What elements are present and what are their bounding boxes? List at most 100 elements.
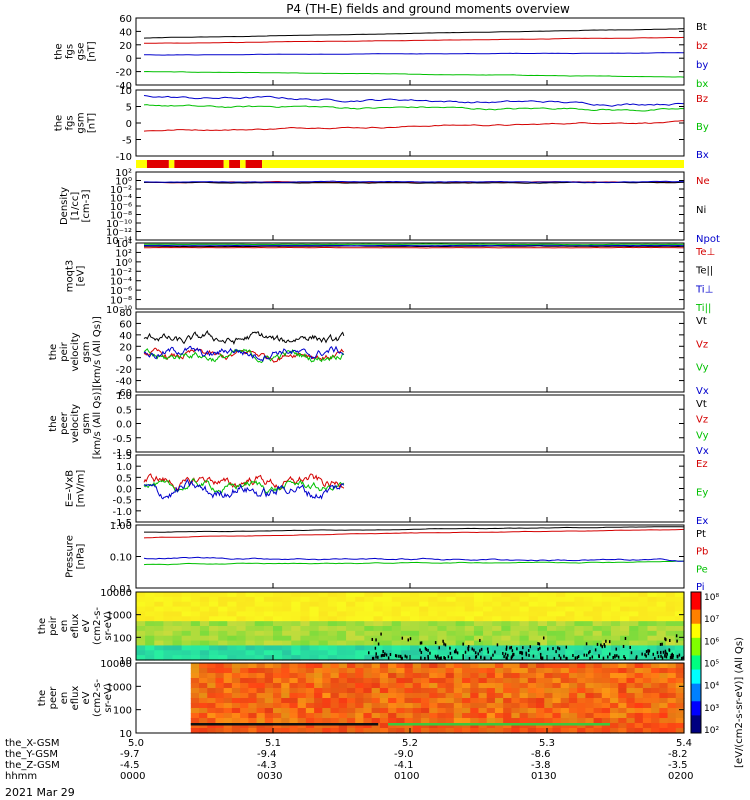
heat-cell xyxy=(404,708,414,714)
colorbar-tick-label: 10⁶ xyxy=(704,637,719,647)
heat-cell xyxy=(536,728,545,734)
heat-cell xyxy=(419,616,429,622)
heat-cell xyxy=(675,678,685,684)
heat-cell xyxy=(223,678,233,684)
y-tick-label: 10⁻⁴ xyxy=(110,277,132,288)
heat-cell xyxy=(519,698,529,704)
heat-cell xyxy=(410,606,420,613)
heat-cell xyxy=(346,718,356,724)
heat-cell xyxy=(363,723,373,729)
heat-noise xyxy=(604,644,606,648)
heat-cell xyxy=(330,723,340,729)
heat-cell xyxy=(215,688,225,694)
heat-cell xyxy=(163,635,174,642)
heat-cell xyxy=(190,718,200,724)
heat-noise xyxy=(577,654,580,658)
heat-cell xyxy=(309,616,320,622)
heat-cell xyxy=(190,606,201,613)
heat-cell xyxy=(281,688,291,694)
heat-cell xyxy=(300,606,311,613)
heat-cell xyxy=(373,592,384,598)
heat-cell xyxy=(675,663,685,669)
heat-cell xyxy=(297,688,307,694)
heat-cell xyxy=(528,596,539,603)
heat-cell xyxy=(154,596,164,603)
heat-cell xyxy=(199,655,210,661)
heat-noise xyxy=(668,648,670,652)
heat-cell xyxy=(355,678,365,684)
panel-density: NeNiNpot10²10⁰10⁻²10⁻⁴10⁻⁶10⁻⁸10⁻¹⁰10⁻¹²… xyxy=(59,168,720,247)
heat-cell xyxy=(610,601,621,608)
heat-cell xyxy=(281,703,291,709)
heat-cell xyxy=(445,673,455,679)
heat-cell xyxy=(245,596,256,603)
panel-frame xyxy=(135,311,685,393)
heat-cell xyxy=(207,713,217,719)
heat-cell xyxy=(445,728,455,734)
series-line-pressure xyxy=(143,556,685,562)
heat-cell xyxy=(309,626,320,632)
heat-cell xyxy=(437,640,448,647)
heat-cell xyxy=(665,606,676,613)
heat-cell xyxy=(419,640,429,647)
heat-cell xyxy=(264,703,274,709)
heat-cell xyxy=(199,596,210,603)
x-row-label: the_Z-GSM xyxy=(5,760,60,771)
heat-cell xyxy=(470,683,480,689)
y-tick-label: 10 xyxy=(119,729,132,740)
heat-noise xyxy=(395,654,398,658)
heat-cell xyxy=(388,713,397,719)
heat-cell xyxy=(227,601,238,608)
heat-cell xyxy=(227,645,238,651)
heat-noise xyxy=(547,647,549,651)
heat-cell xyxy=(273,596,283,603)
heat-cell xyxy=(610,688,619,694)
heat-cell xyxy=(199,626,210,632)
heat-cell xyxy=(240,713,249,719)
heat-cell xyxy=(560,673,570,679)
heat-cell xyxy=(445,708,455,714)
heat-cell xyxy=(647,601,658,608)
heat-cell xyxy=(537,645,548,651)
heat-cell xyxy=(373,635,384,642)
heat-cell xyxy=(190,596,201,603)
heat-noise xyxy=(654,656,656,660)
heat-cell xyxy=(593,698,603,704)
heat-cell xyxy=(199,616,210,622)
heat-cell xyxy=(396,723,406,729)
x-row-label: hhmm xyxy=(5,771,37,782)
heat-cell xyxy=(404,668,414,674)
heat-cell xyxy=(494,708,504,714)
heat-cell xyxy=(536,683,545,689)
heat-cell xyxy=(207,668,217,674)
heat-cell xyxy=(445,713,455,719)
heat-cell xyxy=(510,616,521,622)
heat-cell xyxy=(510,655,521,661)
heat-cell xyxy=(544,703,554,709)
heat-noise xyxy=(661,656,664,660)
y-axis-label: thepeervelocitygsm[km/s (All Qs)] xyxy=(48,388,103,460)
heat-cell xyxy=(240,693,249,699)
heat-cell xyxy=(327,601,338,608)
heat-cell xyxy=(240,678,249,684)
heat-cell xyxy=(305,723,315,729)
heat-cell xyxy=(209,655,219,661)
heat-cell xyxy=(314,718,323,724)
heat-cell xyxy=(154,630,164,637)
heat-cell xyxy=(634,698,644,704)
heat-cell xyxy=(659,708,669,714)
y-axis-label-line: gsm xyxy=(81,341,92,362)
heat-cell xyxy=(446,645,457,651)
heat-cell xyxy=(667,678,677,684)
heat-cell xyxy=(473,616,484,622)
heat-cell xyxy=(199,718,208,724)
heat-cell xyxy=(437,723,447,729)
heat-cell xyxy=(199,693,208,699)
heat-cell xyxy=(263,616,274,622)
heat-cell xyxy=(560,718,570,724)
mode-segment xyxy=(136,160,147,168)
heat-cell xyxy=(145,650,155,656)
heat-cell xyxy=(391,626,402,632)
x-tick-label: 5.0 xyxy=(128,738,144,749)
heat-cell xyxy=(464,626,475,632)
